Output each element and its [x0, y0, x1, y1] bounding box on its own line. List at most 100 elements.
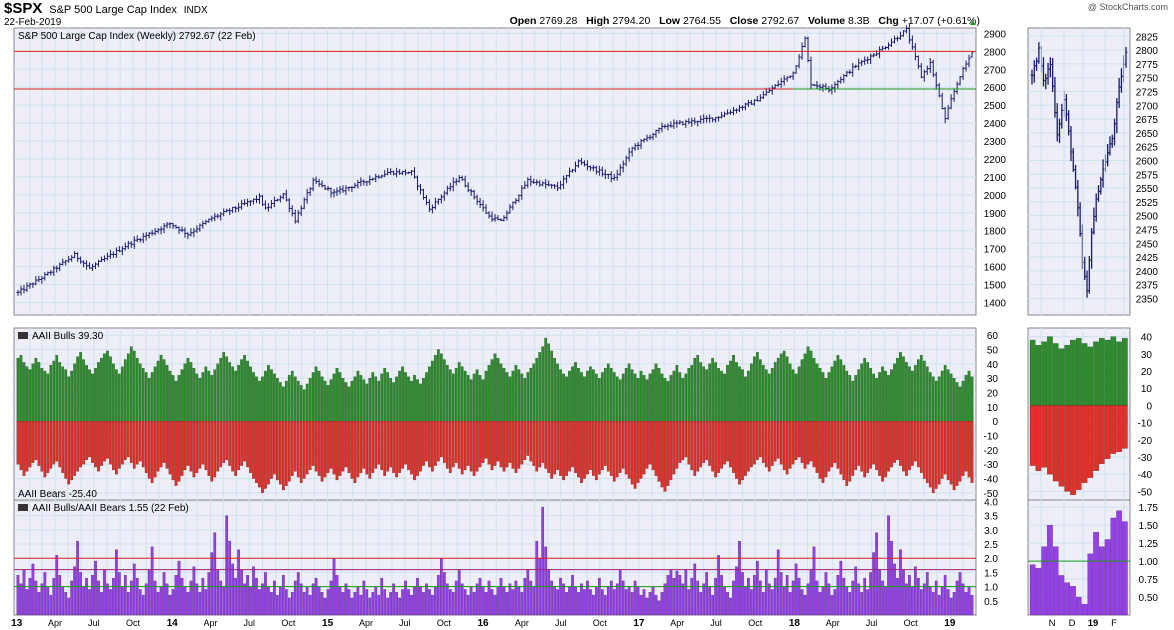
bulls-bar — [586, 370, 589, 422]
bulls-bar — [123, 359, 127, 422]
ratio-bar — [76, 541, 79, 616]
bulls-bar — [22, 362, 26, 422]
bears-bar — [213, 421, 217, 478]
bulls-bar — [448, 369, 452, 422]
ratio-bar — [121, 586, 124, 616]
bears-bar — [705, 421, 709, 461]
bulls-bar — [905, 362, 908, 422]
bulls-bar — [165, 365, 169, 422]
bears-bar — [550, 421, 553, 479]
bears-bar — [750, 421, 753, 468]
x-tick-label: 16 — [478, 618, 490, 629]
daily-bears-bar — [1116, 405, 1122, 452]
bears-bar — [848, 421, 852, 482]
ratio-bar — [374, 586, 378, 616]
price-y-tick: 1400 — [984, 298, 1007, 309]
bears-bar — [493, 421, 497, 466]
x-tick-label: Oct — [126, 618, 141, 628]
ratio-bar — [931, 592, 935, 616]
bears-bar — [514, 421, 518, 473]
ratio-bar — [19, 583, 23, 616]
bulls-bar — [332, 373, 336, 422]
ratio-bar — [964, 592, 968, 616]
bears-bar — [529, 421, 533, 462]
bulls-bar — [317, 370, 321, 422]
ratio-bar — [860, 592, 864, 616]
daily-bears-bar — [1087, 405, 1094, 478]
ratio-bar — [478, 577, 482, 616]
ratio-bar — [866, 589, 869, 616]
daily-sentiment-y-tick: -40 — [1138, 470, 1153, 481]
bears-bar — [204, 421, 208, 471]
bulls-bar — [505, 372, 509, 422]
bulls-bar — [738, 366, 741, 422]
bears-bar — [922, 421, 926, 479]
ratio-bar — [687, 589, 691, 616]
sentiment-y-tick: 30 — [987, 374, 999, 385]
ratio-bar — [198, 592, 202, 616]
bulls-bar — [118, 373, 121, 422]
bears-bar — [422, 421, 425, 466]
ratio-bar — [928, 586, 932, 616]
bears-bar — [305, 421, 309, 475]
symbol: $SPX — [4, 0, 43, 17]
bulls-bar — [180, 369, 184, 422]
bears-bar — [153, 421, 157, 478]
quote-high: 2794.20 — [612, 15, 651, 27]
ratio-bar — [344, 583, 348, 616]
bulls-bar — [651, 369, 655, 422]
ratio-bar — [899, 549, 902, 616]
bears-bar — [860, 421, 864, 472]
bulls-bar — [630, 369, 634, 422]
ratio-bar — [878, 569, 881, 616]
bears-bar — [600, 421, 604, 471]
bulls-bar — [872, 373, 875, 422]
ratio-bar — [437, 575, 440, 616]
bulls-bar — [416, 379, 419, 422]
bulls-bar — [79, 352, 82, 422]
bulls-bar — [240, 359, 243, 422]
ratio-bar — [693, 563, 697, 616]
bears-bar — [311, 421, 315, 466]
bulls-bar — [490, 359, 494, 422]
ratio-bar — [770, 589, 774, 616]
bears-bar — [431, 421, 434, 472]
ratio-bar — [16, 575, 20, 616]
bears-bar — [195, 421, 199, 473]
bulls-bar — [410, 380, 413, 422]
bulls-bar — [899, 352, 902, 422]
ratio-bar — [213, 532, 217, 616]
bears-bar — [639, 421, 643, 479]
bulls-bar — [627, 363, 631, 422]
bulls-bar — [466, 375, 470, 422]
bulls-bar — [687, 367, 691, 422]
sentiment-y-tick: -10 — [984, 432, 999, 443]
ratio-bar — [100, 592, 103, 616]
bulls-bar — [681, 378, 685, 422]
bears-bar — [538, 421, 542, 468]
bears-bar — [621, 421, 625, 469]
ratio-bar — [487, 580, 491, 616]
bears-bar — [586, 421, 589, 475]
bulls-bar — [61, 366, 65, 422]
bulls-bar — [338, 372, 342, 422]
bulls-bar — [302, 389, 306, 422]
bulls-bar — [305, 383, 309, 422]
bears-bar — [824, 421, 828, 478]
bulls-bar — [705, 369, 709, 422]
ratio-bar — [869, 572, 872, 616]
bulls-bar — [508, 376, 512, 422]
ratio-bar — [603, 594, 607, 616]
bulls-bar — [696, 355, 700, 422]
bulls-bar — [419, 383, 422, 422]
bulls-bar — [803, 353, 807, 422]
bears-bar — [943, 421, 947, 475]
ratio-bar — [642, 589, 646, 616]
bulls-bar — [28, 369, 32, 422]
daily-bears-bar — [1110, 405, 1117, 454]
ratio-bar — [252, 566, 255, 616]
bears-bar — [845, 421, 849, 486]
bulls-bar — [437, 349, 440, 422]
bears-bar — [94, 421, 97, 468]
daily-sentiment-y-tick: 10 — [1141, 384, 1153, 395]
